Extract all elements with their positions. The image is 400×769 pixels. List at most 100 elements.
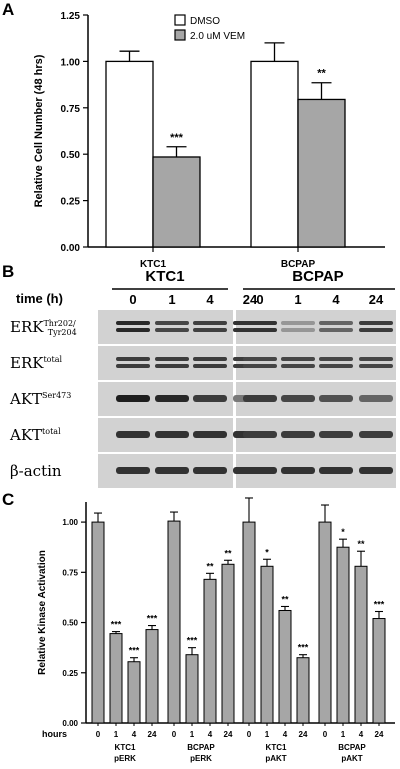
blot-membrane-left bbox=[98, 346, 233, 380]
cell-line-label: KTC1 bbox=[145, 268, 184, 285]
y-tick-label: 0.25 bbox=[62, 669, 78, 678]
significance-marker: * bbox=[265, 547, 269, 557]
group-label-kinase: pERK bbox=[190, 754, 212, 763]
panel-c-bar-chart: 0.00 0.25 0.50 0.75 1.00 Relative Kinase Acti… bbox=[37, 497, 395, 763]
blot-band bbox=[359, 467, 393, 474]
panel-a-bar-chart: 0.00 0.25 0.50 0.75 1.00 1.25 Relative Cell Nu… bbox=[33, 11, 385, 270]
x-tick-label: 24 bbox=[148, 730, 157, 739]
blot-band bbox=[359, 321, 393, 325]
y-tick-label: 0.00 bbox=[61, 243, 81, 254]
significance-marker: *** bbox=[129, 646, 140, 656]
blot-band bbox=[319, 467, 353, 474]
blot-band bbox=[116, 364, 150, 368]
bar bbox=[127, 661, 141, 724]
x-tick-label: 0 bbox=[247, 730, 252, 739]
x-tick-label: 1 bbox=[265, 730, 270, 739]
x-tick-label: 4 bbox=[283, 730, 288, 739]
blot-membrane-left bbox=[98, 310, 233, 344]
blot-band bbox=[359, 364, 393, 368]
group-label-kinase: pAKT bbox=[341, 754, 362, 763]
blot-band bbox=[116, 395, 150, 402]
blot-row-label: AKTSer473 bbox=[9, 390, 71, 408]
bar bbox=[250, 60, 299, 248]
y-axis-label: Relative Cell Number (48 hrs) bbox=[33, 54, 45, 207]
y-tick-label: 0.75 bbox=[61, 104, 81, 115]
blot-band bbox=[116, 328, 150, 332]
blot-band bbox=[155, 467, 189, 474]
timepoint-label: 4 bbox=[206, 292, 214, 307]
significance-marker: *** bbox=[374, 599, 385, 609]
blot-membrane-right bbox=[236, 346, 396, 380]
y-tick-label: 0.75 bbox=[62, 568, 78, 577]
blot-band bbox=[193, 431, 227, 438]
panel-a-letter: A bbox=[2, 0, 15, 19]
x-tick-label: 1 bbox=[114, 730, 119, 739]
blot-band bbox=[243, 431, 277, 438]
bar bbox=[145, 629, 159, 724]
x-tick-label: 4 bbox=[132, 730, 137, 739]
blot-band bbox=[281, 328, 315, 332]
legend-label: DMSO bbox=[190, 16, 220, 27]
blot-row-label: ERKThr202/Tyr204 bbox=[10, 318, 77, 337]
blot-band bbox=[193, 328, 227, 332]
blot-band bbox=[359, 328, 393, 332]
timepoint-label: 0 bbox=[256, 292, 263, 307]
significance-marker: * bbox=[341, 527, 345, 537]
bar bbox=[278, 609, 292, 724]
blot-band bbox=[155, 395, 189, 402]
x-tick-label: 0 bbox=[172, 730, 177, 739]
x-category-label: KTC1 bbox=[140, 259, 167, 270]
y-tick-label: 1.00 bbox=[62, 518, 78, 527]
blot-band bbox=[243, 467, 277, 474]
x-tick-label: 1 bbox=[190, 730, 195, 739]
timepoint-label: 4 bbox=[332, 292, 340, 307]
x-tick-label: 4 bbox=[359, 730, 364, 739]
y-tick-label: 0.00 bbox=[62, 719, 78, 728]
bar bbox=[203, 578, 217, 724]
bar bbox=[185, 654, 199, 724]
blot-row-label: β-actin bbox=[10, 462, 62, 480]
time-label: time (h) bbox=[16, 291, 63, 306]
bar bbox=[109, 633, 123, 724]
x-tick-label: 4 bbox=[208, 730, 213, 739]
y-axis-label: Relative Kinase Activation bbox=[37, 550, 48, 675]
bar bbox=[167, 520, 181, 724]
blot-band bbox=[281, 431, 315, 438]
x-tick-label: 24 bbox=[299, 730, 308, 739]
panel-b-letter: B bbox=[2, 262, 15, 281]
bar bbox=[318, 521, 332, 724]
blot-row-label: ERKtotal bbox=[10, 354, 62, 372]
blot-band bbox=[116, 357, 150, 361]
blot-row: AKTSer473 bbox=[9, 382, 396, 416]
x-prefix-label: hours bbox=[42, 729, 67, 739]
significance-marker: ** bbox=[206, 561, 214, 571]
significance-marker: ** bbox=[224, 548, 232, 558]
blot-band bbox=[116, 431, 150, 438]
bar bbox=[105, 60, 154, 248]
blot-band bbox=[243, 321, 277, 325]
blot-band bbox=[281, 321, 315, 325]
legend-swatch bbox=[174, 29, 186, 41]
significance-marker: ** bbox=[357, 539, 365, 549]
blot-band bbox=[281, 395, 315, 402]
x-tick-label: 0 bbox=[323, 730, 328, 739]
blot-band bbox=[319, 321, 353, 325]
significance-marker: *** bbox=[187, 636, 198, 646]
significance-marker: ** bbox=[281, 594, 289, 604]
blot-band bbox=[193, 364, 227, 368]
blot-band bbox=[243, 357, 277, 361]
y-tick-label: 1.00 bbox=[61, 57, 81, 68]
blot-band bbox=[155, 431, 189, 438]
blot-band bbox=[193, 467, 227, 474]
blot-row: ERKtotal bbox=[10, 346, 396, 380]
cell-line-label: BCPAP bbox=[292, 268, 343, 285]
bar bbox=[336, 546, 350, 724]
blot-row: β-actin bbox=[10, 454, 396, 488]
group-label-cell-line: KTC1 bbox=[266, 743, 287, 752]
blot-band bbox=[319, 357, 353, 361]
blot-band bbox=[281, 467, 315, 474]
x-tick-label: 1 bbox=[341, 730, 346, 739]
timepoint-label: 1 bbox=[294, 292, 301, 307]
blot-band bbox=[155, 328, 189, 332]
timepoint-label: 1 bbox=[168, 292, 175, 307]
